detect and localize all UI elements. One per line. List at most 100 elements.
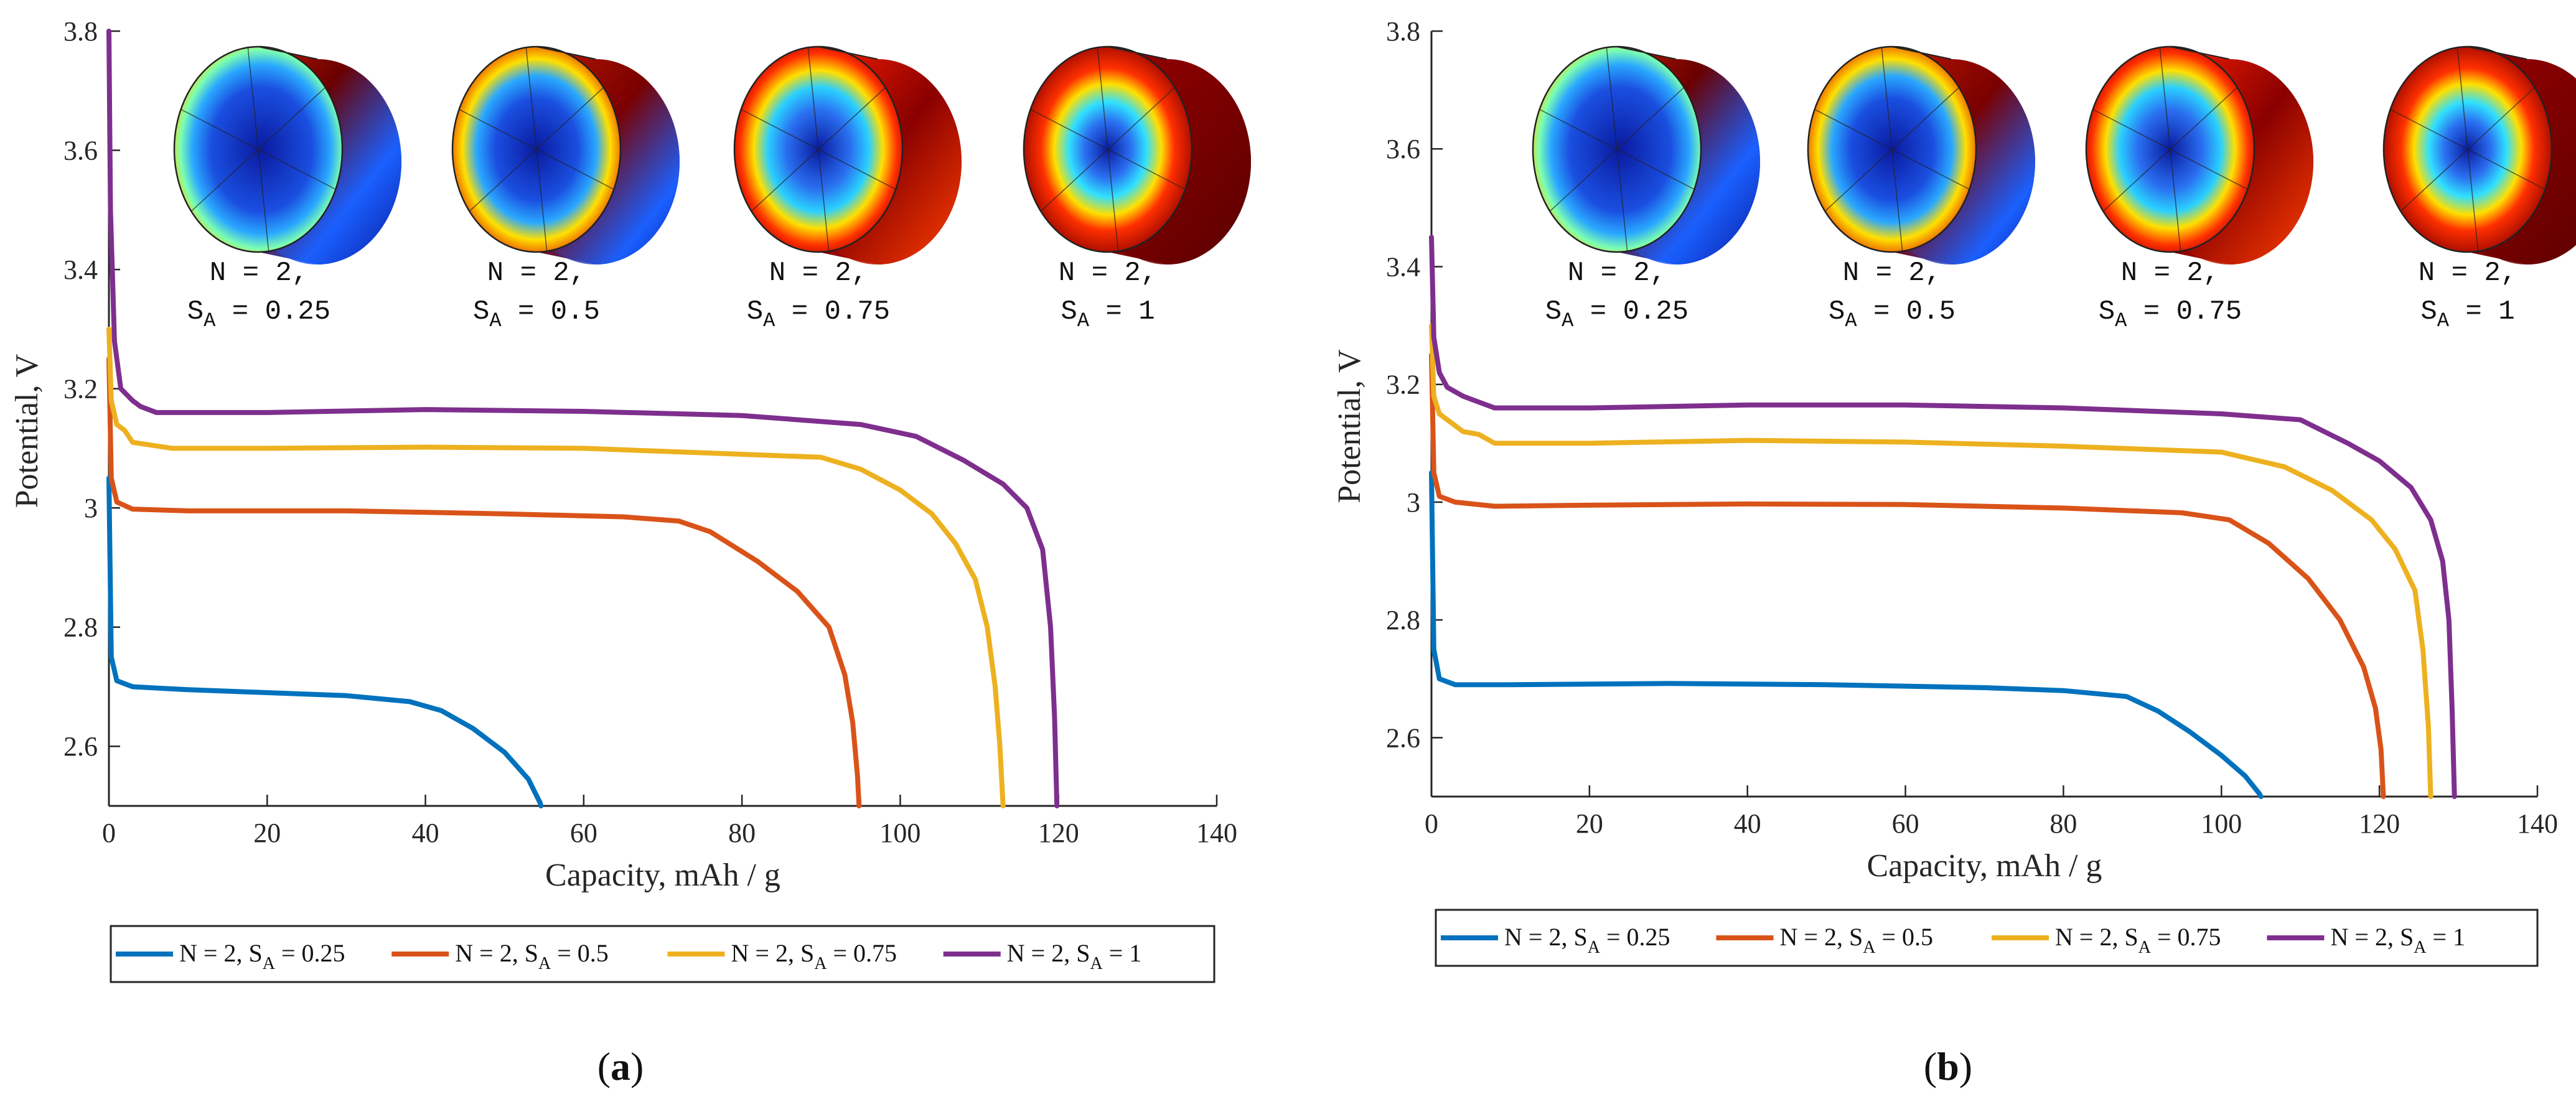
panel-label: (b): [1924, 1044, 1972, 1088]
y-tick-label: 3.8: [1386, 16, 1420, 47]
mesh-line: [536, 87, 604, 150]
mesh-line: [2170, 149, 2181, 251]
x-axis-label: Capacity, mAh / g: [545, 858, 780, 893]
mesh-line: [1040, 149, 1108, 212]
series-line-1: [1429, 470, 2264, 799]
y-tick-label: 2.6: [1386, 723, 1420, 753]
legend-box: [110, 925, 1215, 983]
mesh-line: [258, 87, 326, 150]
cylinder-edge: [2467, 46, 2527, 60]
annotation-line1: N = 2,: [769, 258, 868, 289]
cylinder-edge: [2170, 46, 2230, 60]
mesh-line: [190, 149, 259, 212]
legend-box: [1435, 909, 2539, 967]
mesh-line: [2092, 109, 2171, 150]
mesh-line: [258, 149, 336, 190]
mesh-line: [1616, 149, 1628, 251]
mesh-line: [536, 149, 548, 251]
y-tick-label: 3: [84, 493, 98, 523]
y-tick-label: 3.8: [63, 16, 98, 47]
cylinder-image-4: [2382, 45, 2576, 264]
annotation-line1: N = 2,: [210, 258, 308, 289]
cylinder-edge: [1107, 46, 1168, 60]
x-tick-label: 140: [1196, 818, 1237, 848]
cylinder-image-4: [1023, 45, 1251, 264]
mesh-line: [1616, 149, 1695, 190]
cylinder-image-1: [1532, 45, 1760, 264]
y-tick-label: 2.6: [63, 731, 98, 762]
panel-label: (a): [597, 1044, 644, 1088]
annotation-line1: N = 2,: [1568, 258, 1666, 289]
mesh-line: [459, 109, 537, 150]
legend-entry-1: N = 2, SA = 0.25: [1504, 923, 1670, 957]
series-line-3: [106, 326, 1006, 808]
chart-panel-b: 0 20 40 60 80 100 120 140 2.6 2.8 3 3.2 3.4 3.6 3.8 Cap…: [1332, 16, 2576, 1088]
annotation-line2: SA = 0.25: [187, 296, 330, 332]
mesh-line: [1891, 149, 1903, 251]
x-tick-label: 60: [570, 818, 597, 848]
y-tick-label: 3.2: [63, 374, 98, 405]
x-tick-label: 80: [728, 818, 756, 848]
x-tick-label: 120: [2359, 808, 2400, 839]
annotation-line2: SA = 0.75: [2099, 296, 2242, 332]
cylinder-image-3: [733, 45, 962, 264]
cylinder-edge: [258, 46, 318, 60]
mesh-line: [741, 109, 819, 150]
mesh-line: [1616, 87, 1685, 150]
x-tick-label: 60: [1892, 808, 1919, 839]
mesh-line: [751, 149, 819, 212]
x-tick-label: 0: [1425, 808, 1438, 839]
mesh-line: [1891, 87, 1960, 150]
x-tick-label: 40: [412, 818, 439, 848]
y-tick-label: 2.8: [1386, 605, 1420, 635]
mesh-line: [1097, 47, 1108, 150]
cylinder-edge: [1616, 46, 1677, 60]
mesh-line: [1549, 149, 1618, 212]
y-tick-label: 3.4: [63, 255, 98, 285]
x-tick-label: 100: [879, 818, 920, 848]
series-line-3: [1429, 323, 2433, 799]
y-tick-label: 3: [1407, 487, 1420, 518]
mesh-line: [1606, 47, 1618, 150]
annotation-line2: SA = 0.25: [1545, 296, 1688, 332]
legend-entry-2: N = 2, SA = 0.5: [455, 939, 609, 973]
mesh-line: [536, 149, 614, 190]
mesh-line: [258, 149, 269, 251]
mesh-line: [818, 149, 830, 251]
cylinder-edge: [536, 46, 596, 60]
mesh-line: [2467, 149, 2546, 190]
y-tick-label: 2.8: [63, 612, 98, 643]
legend-entry-2: N = 2, SA = 0.5: [1780, 923, 1934, 957]
mesh-line: [818, 87, 886, 150]
chart-panel-a: 0 20 40 60 80 100 120 140 2.6 2.8 3 3.2 3.4 3.6 3.8 Cap…: [9, 16, 1251, 1088]
annotation-line1: N = 2,: [487, 258, 586, 289]
legend-entry-3: N = 2, SA = 0.75: [2055, 923, 2221, 957]
mesh-line: [1881, 47, 1893, 150]
y-tick-label: 3.6: [63, 136, 98, 166]
x-axis-label: Capacity, mAh / g: [1867, 848, 2102, 884]
mesh-line: [818, 149, 896, 190]
mesh-line: [2400, 149, 2468, 212]
legend: N = 2, SA = 0.25 N = 2, SA = 0.5 N = 2, SA…: [1435, 909, 2539, 967]
annotation-line1: N = 2,: [1843, 258, 1941, 289]
cylinder-edge: [1891, 46, 1952, 60]
mesh-line: [180, 109, 259, 150]
mesh-line: [2457, 47, 2468, 150]
legend-entry-4: N = 2, SA = 1: [2331, 923, 2466, 957]
annotation-line2: SA = 0.5: [473, 296, 600, 332]
mesh-line: [469, 149, 537, 212]
legend-entry-4: N = 2, SA = 1: [1007, 939, 1142, 973]
cylinder-image-2: [451, 45, 680, 264]
mesh-line: [1107, 87, 1176, 150]
annotation-line1: N = 2,: [2419, 258, 2517, 289]
x-tick-label: 140: [2517, 808, 2558, 839]
mesh-line: [807, 47, 819, 150]
cylinder-edge: [818, 46, 878, 60]
mesh-line: [2170, 149, 2248, 190]
legend: N = 2, SA = 0.25 N = 2, SA = 0.5 N = 2, SA…: [110, 925, 1215, 983]
x-tick-label: 100: [2201, 808, 2242, 839]
mesh-line: [2170, 87, 2238, 150]
annotation-line2: SA = 0.75: [747, 296, 890, 332]
mesh-line: [1539, 109, 1618, 150]
